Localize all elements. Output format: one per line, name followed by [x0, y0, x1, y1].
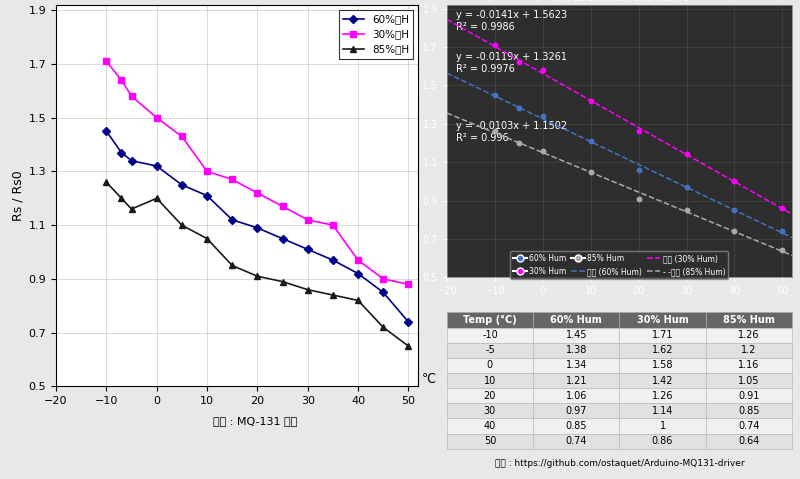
30%맴H: [152, 115, 162, 121]
Point: [728, 228, 741, 235]
30%맴H: [253, 190, 262, 196]
Point: [584, 97, 597, 104]
Legend: 60%맴H, 30%맴H, 85%맴H: 60%맴H, 30%맴H, 85%맴H: [338, 10, 414, 59]
Line: 60%맴H: 60%맴H: [103, 128, 411, 325]
Text: R² = 0.996: R² = 0.996: [456, 133, 509, 143]
60%맴H: [278, 236, 287, 241]
60%맴H: [126, 158, 136, 163]
60%맴H: [253, 225, 262, 231]
Text: 출치 : MQ-131 스펝: 출치 : MQ-131 스펝: [214, 416, 298, 426]
30%맴H: [126, 93, 136, 99]
85%맴H: [177, 222, 186, 228]
Point: [680, 206, 693, 214]
Line: 30%맴H: 30%맴H: [103, 58, 411, 287]
60%맴H: [152, 163, 162, 169]
Point: [512, 104, 525, 112]
Point: [488, 127, 501, 135]
85%맴H: [404, 343, 414, 349]
85%맴H: [378, 324, 388, 330]
Point: [728, 178, 741, 185]
60%맴H: [328, 257, 338, 263]
30%맴H: [354, 257, 363, 263]
30%맴H: [303, 217, 313, 223]
Point: [536, 66, 549, 74]
60%맴H: [177, 182, 186, 188]
60%맴H: [202, 193, 212, 198]
60%맴H: [102, 128, 111, 134]
85%맴H: [227, 262, 237, 268]
30%맴H: [404, 282, 414, 287]
Y-axis label: Rs / Rs0: Rs / Rs0: [11, 170, 24, 221]
30%맴H: [117, 77, 126, 83]
85%맴H: [152, 195, 162, 201]
85%맴H: [202, 236, 212, 241]
Line: 85%맴H: 85%맴H: [103, 180, 411, 349]
Legend: 60% Hum, 30% Hum, 85% Hum, 선형 (60% Hum), 선형 (30% Hum), - -선형 (85% Hum): 60% Hum, 30% Hum, 85% Hum, 선형 (60% Hum),…: [510, 251, 729, 279]
Text: y = -0.0103x + 1.1502: y = -0.0103x + 1.1502: [456, 122, 567, 131]
85%맴H: [117, 195, 126, 201]
Point: [536, 147, 549, 155]
60%맴H: [303, 247, 313, 252]
Point: [584, 168, 597, 176]
30%맴H: [202, 169, 212, 174]
30%맴H: [227, 177, 237, 182]
60%맴H: [378, 289, 388, 295]
85%맴H: [328, 292, 338, 298]
Point: [488, 41, 501, 49]
60%맴H: [227, 217, 237, 223]
Point: [776, 205, 789, 212]
Point: [488, 91, 501, 99]
60%맴H: [117, 150, 126, 156]
Point: [512, 58, 525, 66]
60%맴H: [354, 271, 363, 276]
Text: R² = 0.9986: R² = 0.9986: [456, 22, 515, 32]
30%맴H: [177, 134, 186, 139]
30%맴H: [378, 276, 388, 282]
85%맴H: [278, 279, 287, 285]
Point: [728, 206, 741, 214]
Point: [584, 137, 597, 145]
Text: 출치 : https://github.com/ostaquet/Arduino-MQ131-driver: 출치 : https://github.com/ostaquet/Arduino…: [494, 459, 744, 468]
Text: R² = 0.9976: R² = 0.9976: [456, 64, 515, 74]
85%맴H: [102, 179, 111, 185]
Point: [632, 127, 645, 135]
60%맴H: [404, 319, 414, 325]
Point: [512, 139, 525, 147]
Point: [680, 183, 693, 191]
Point: [776, 247, 789, 254]
Point: [680, 151, 693, 159]
Point: [776, 228, 789, 235]
Text: ℃: ℃: [422, 374, 436, 387]
Point: [536, 112, 549, 120]
85%맴H: [253, 274, 262, 279]
Title: Influence of Temperature/Humidity
on resistance ratio Rs/R0: Influence of Temperature/Humidity on res…: [522, 0, 717, 2]
30%맴H: [278, 204, 287, 209]
30%맴H: [102, 58, 111, 64]
85%맴H: [354, 297, 363, 303]
Text: y = -0.0141x + 1.5623: y = -0.0141x + 1.5623: [456, 10, 567, 20]
Point: [632, 195, 645, 203]
Text: y = -0.0119x + 1.3261: y = -0.0119x + 1.3261: [456, 52, 567, 62]
Point: [632, 166, 645, 174]
30%맴H: [328, 222, 338, 228]
85%맴H: [303, 287, 313, 293]
85%맴H: [126, 206, 136, 212]
